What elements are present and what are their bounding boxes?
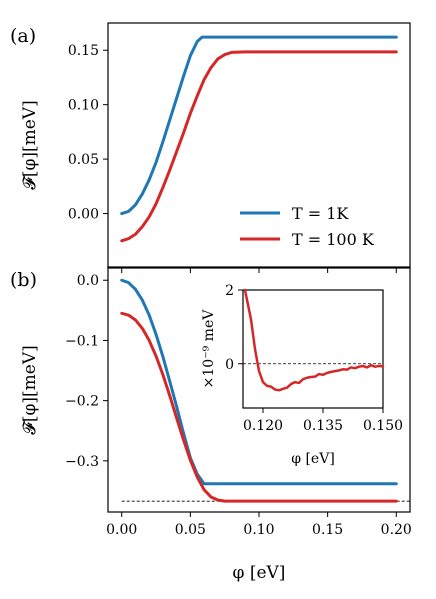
panel-a-series-0 bbox=[120, 35, 398, 216]
inset-xlabel: φ [eV] bbox=[291, 451, 335, 467]
panel-b-ylabel: 𝓕[φ][meV] bbox=[20, 345, 40, 434]
inset-xtick-label: 0.120 bbox=[243, 418, 283, 434]
panel-b-xtick-label: 0.20 bbox=[381, 522, 412, 538]
panel-b-ytick-label: −0.1 bbox=[65, 333, 99, 349]
panel-b-series-0 bbox=[120, 278, 398, 486]
panel-b-label: (b) bbox=[10, 269, 37, 291]
panel-b-xtick-label: 0.15 bbox=[312, 522, 343, 538]
inset-ylabel: ×10⁻⁹ meV bbox=[201, 309, 217, 389]
panel-b-ytick-label: −0.3 bbox=[65, 454, 99, 470]
panel-b-xlabel: φ [eV] bbox=[233, 563, 286, 583]
panel-a-series-1 bbox=[120, 50, 398, 243]
panel-b-xtick-label: 0.10 bbox=[243, 522, 274, 538]
panel-a-label: (a) bbox=[10, 25, 36, 47]
panel-b-ytick-label: 0.0 bbox=[77, 273, 99, 289]
legend-label-t100: T = 100 K bbox=[292, 230, 375, 249]
panel-a-ylabel: 𝓕[φ][meV] bbox=[20, 100, 40, 189]
legend: T = 1K T = 100 K bbox=[240, 204, 375, 249]
panel-b-xtick-label: 0.05 bbox=[175, 522, 206, 538]
panel-b-ytick-label: −0.2 bbox=[65, 394, 99, 410]
panel-b-xtick-label: 0.00 bbox=[106, 522, 137, 538]
panel-a-ytick-label: 0.15 bbox=[68, 43, 99, 59]
panel-a-plot: 0.00 0.05 0.10 0.15 bbox=[68, 35, 398, 273]
inset-series-0 bbox=[243, 288, 385, 392]
panel-b-plot: 0.0 −0.1 −0.2 −0.3 0.00 0.05 0.10 0.15 0.20 bbox=[65, 273, 412, 538]
panel-a-ytick-label: 0.10 bbox=[68, 98, 99, 114]
inset-ytick-label: 2 bbox=[225, 283, 234, 299]
inset-xtick-label: 0.135 bbox=[303, 418, 343, 434]
inset-xtick-label: 0.150 bbox=[363, 418, 403, 434]
inset-ytick-label: 0 bbox=[225, 357, 234, 373]
inset-plot: 0 2 0.120 0.135 0.150 bbox=[225, 283, 403, 434]
legend-label-t1: T = 1K bbox=[292, 204, 349, 223]
panel-b-series-1 bbox=[120, 311, 398, 503]
inset-frame bbox=[242, 289, 384, 409]
panel-a-ytick-label: 0.05 bbox=[68, 152, 99, 168]
panel-a-ytick-label: 0.00 bbox=[68, 207, 99, 223]
